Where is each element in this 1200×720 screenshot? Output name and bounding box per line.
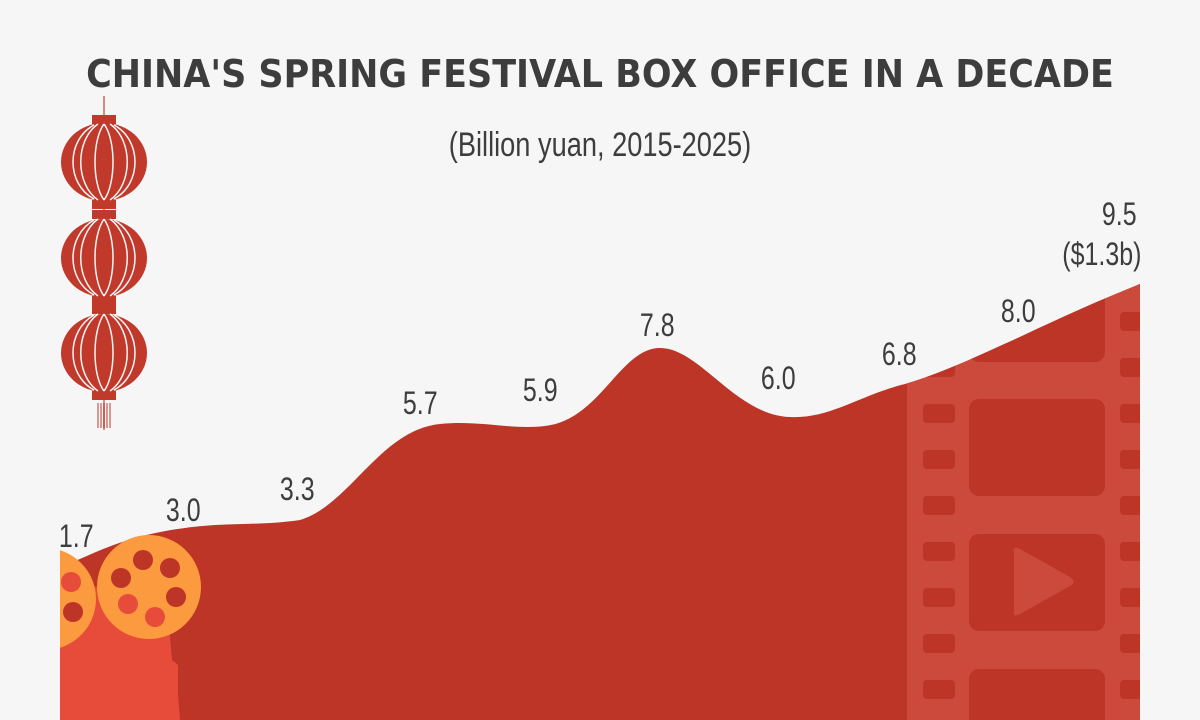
value-label-2016: 3.0 bbox=[165, 492, 201, 528]
chart-title: CHINA'S SPRING FESTIVAL BOX OFFICE IN A … bbox=[86, 52, 1114, 96]
lantern-icon bbox=[61, 210, 147, 305]
value-label-2019: 5.9 bbox=[522, 372, 558, 408]
value-label-2015: 1.7 bbox=[58, 518, 94, 554]
value-label-2025: 9.5 bbox=[1101, 196, 1137, 232]
area-fill bbox=[60, 284, 1140, 720]
chart-subtitle: (Billion yuan, 2015-2025) bbox=[448, 126, 752, 164]
value-label-2025-usd: ($1.3b) bbox=[1062, 236, 1142, 272]
tassel-icon bbox=[97, 403, 111, 428]
value-label-2023: 8.0 bbox=[1000, 293, 1036, 329]
value-label-2017: 3.3 bbox=[279, 471, 315, 507]
lantern-icon bbox=[61, 115, 147, 209]
lantern-string bbox=[61, 96, 147, 430]
lantern-icon bbox=[61, 305, 147, 400]
value-label-2022: 6.8 bbox=[881, 336, 917, 372]
value-label-2021: 6.0 bbox=[760, 360, 796, 396]
film-reel-icon bbox=[60, 535, 201, 648]
play-icon bbox=[1013, 547, 1074, 616]
value-label-2020: 7.8 bbox=[639, 307, 675, 343]
value-label-2018: 5.7 bbox=[402, 385, 438, 421]
film-strip-icon bbox=[907, 284, 1140, 720]
